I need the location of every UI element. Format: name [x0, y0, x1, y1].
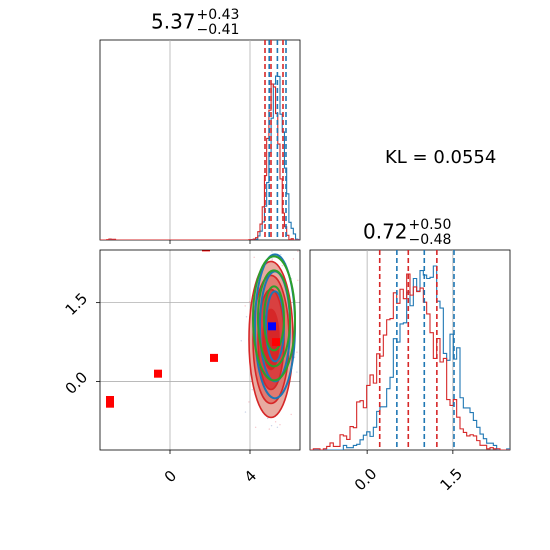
- sample-point: [271, 251, 273, 253]
- histogram-area: [100, 75, 300, 240]
- sample-point: [296, 351, 298, 353]
- x-tick-label: 4: [241, 467, 260, 486]
- x-tick-label: 0: [161, 467, 180, 486]
- green-contour-level: [263, 285, 285, 352]
- sample-point: [253, 256, 255, 259]
- param1-minus-error: −0.41: [196, 22, 240, 38]
- sample-point: [274, 421, 277, 423]
- red-histogram: [100, 83, 300, 240]
- param2-title: 0.72 +0.50 −0.48: [363, 218, 451, 248]
- sample-point: [254, 426, 257, 429]
- red-square-marker: [210, 353, 218, 362]
- histogram-area: [310, 265, 510, 450]
- param1-plus-error: +0.43: [196, 7, 240, 23]
- sample-point: [268, 428, 271, 430]
- sample-point: [297, 250, 299, 253]
- sample-point: [296, 371, 298, 373]
- param2-plus-error: +0.50: [408, 217, 452, 233]
- sample-point: [244, 305, 246, 307]
- sample-point: [279, 423, 281, 426]
- sample-point: [280, 240, 281, 241]
- blue-histogram: [310, 265, 510, 450]
- sample-point: [251, 388, 253, 391]
- sample-point: [280, 224, 281, 225]
- param2-median: 0.72: [363, 219, 408, 244]
- axes-frame: [99, 249, 301, 451]
- red-square-marker: [154, 369, 162, 378]
- contour-area: [106, 224, 307, 430]
- sample-point: [276, 426, 279, 429]
- sample-point: [297, 279, 299, 282]
- sample-point: [267, 417, 269, 420]
- sample-point: [248, 401, 250, 403]
- sample-point: [240, 340, 242, 342]
- sample-point: [266, 233, 267, 234]
- sample-point: [271, 258, 273, 260]
- sample-point: [245, 316, 248, 318]
- x-tick-label: 1.5: [437, 465, 467, 495]
- sample-point: [280, 253, 282, 256]
- sample-point: [271, 259, 274, 261]
- axes-frame: [309, 249, 511, 451]
- blue-histogram: [100, 75, 300, 240]
- sample-point: [292, 258, 295, 260]
- joint-contour-panel: 0 4 0.0 1.5: [62, 224, 307, 486]
- param2-minus-error: −0.48: [408, 232, 452, 248]
- kl-divergence-label: KL = 0.0554: [385, 147, 497, 168]
- green-contour-level: [257, 269, 291, 368]
- param1-median: 5.37: [151, 9, 196, 34]
- red-square-marker: [272, 338, 280, 347]
- sample-point: [290, 413, 292, 416]
- sample-point: [244, 411, 247, 413]
- sample-point: [306, 402, 307, 403]
- red-square-marker: [202, 250, 210, 252]
- y-tick-label: 1.5: [62, 289, 92, 319]
- sample-point: [304, 309, 305, 310]
- red-square-marker: [106, 399, 114, 408]
- x-tick-label: 0.0: [351, 465, 381, 495]
- blue-square-marker: [268, 322, 276, 331]
- sample-point: [281, 264, 284, 267]
- sample-point: [248, 301, 251, 303]
- y-tick-label: 0.0: [62, 368, 92, 398]
- param1-title: 5.37 +0.43 −0.41: [151, 8, 239, 38]
- green-contour-level: [252, 255, 296, 382]
- sample-point: [301, 363, 302, 364]
- marginal-histogram-param1: [99, 39, 301, 244]
- sample-point: [270, 425, 273, 427]
- marginal-histogram-param2: 0.0 1.5: [309, 249, 511, 495]
